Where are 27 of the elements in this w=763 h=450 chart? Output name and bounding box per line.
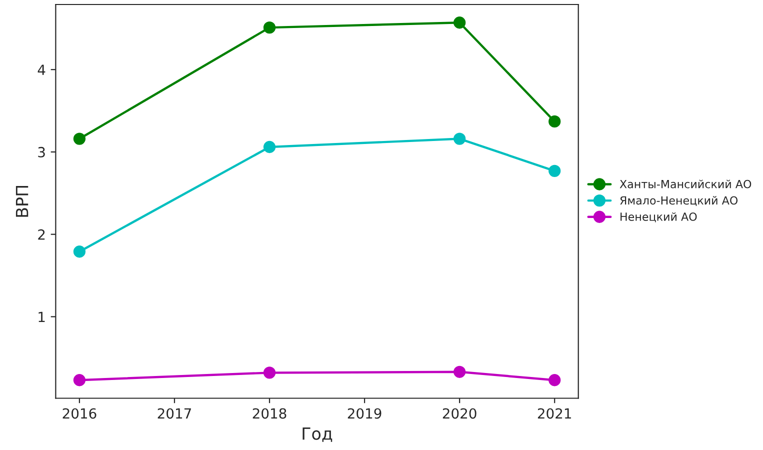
y-tick-label: 3 (38, 146, 45, 158)
y-tick-label: 1 (38, 312, 45, 322)
y-tick-label: 2 (38, 229, 45, 240)
legend-label: Ямало-Ненецкий АО (620, 196, 738, 206)
x-tick-label: 2018 (252, 408, 286, 419)
point (73, 246, 86, 258)
legend-label: Ханты-Мансийский АО (620, 180, 752, 188)
x-tick-label: 2017 (158, 408, 191, 419)
point (263, 140, 276, 154)
x-tick-label: 2019 (348, 408, 382, 419)
x-tick-label: 2020 (442, 408, 476, 419)
point (453, 132, 466, 145)
y-axis-title: ВРП (16, 186, 28, 217)
point (548, 115, 561, 128)
point (263, 366, 276, 379)
point (73, 374, 86, 386)
point (73, 132, 86, 145)
point (453, 366, 466, 378)
point (263, 21, 276, 34)
point (453, 16, 466, 29)
legend-label: Ненецкий АО (620, 212, 697, 222)
point (548, 164, 561, 177)
x-axis-title: Год (302, 427, 332, 442)
point (548, 374, 561, 386)
y-tick-label: 4 (38, 64, 46, 75)
x-tick-label: 2016 (62, 408, 96, 419)
x-tick-label: 2021 (538, 408, 571, 419)
